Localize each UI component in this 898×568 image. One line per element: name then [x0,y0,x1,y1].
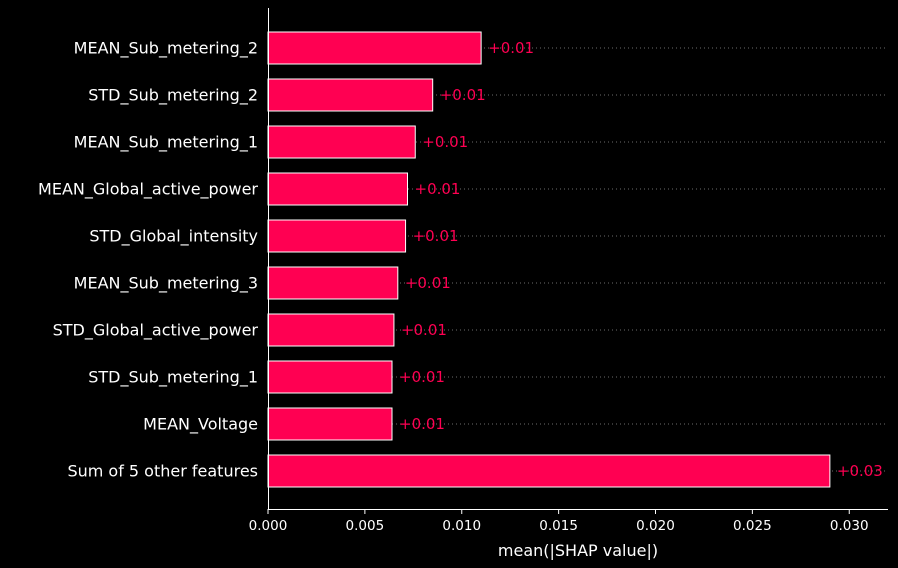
feature-label: Sum of 5 other features [67,462,258,481]
feature-labels-group: MEAN_Sub_metering_2 STD_Sub_metering_2 MEA… [38,39,258,481]
feature-label: MEAN_Sub_metering_1 [74,133,258,153]
feature-label: STD_Sub_metering_1 [88,368,258,388]
bar [267,125,416,159]
x-ticks-group: 0.000 0.005 0.010 0.015 0.020 0.025 0.030 [249,509,869,534]
feature-label: MEAN_Voltage [143,415,258,435]
bar [267,172,408,206]
bar [267,407,393,441]
bar [267,78,434,112]
bar-value-label: +0.01 [405,274,451,292]
bar-value-label: +0.01 [399,415,445,433]
x-tick-label: 0.020 [636,518,675,534]
axes-group: 0.000 0.005 0.010 0.015 0.020 0.025 0.030 mean… [249,8,888,560]
feature-label: MEAN_Global_active_power [38,180,258,200]
feature-label: STD_Global_active_power [53,321,259,341]
x-tick-label: 0.030 [830,518,869,534]
bar-value-label: +0.01 [415,180,461,198]
x-tick-label: 0.010 [442,518,481,534]
bar [267,454,831,488]
value-labels-group: +0.01 +0.01 +0.01 +0.01 +0.01 +0.01 +0.01 +0.01… [399,39,883,480]
bar-value-label: +0.01 [413,227,459,245]
bar-value-label: +0.01 [422,133,468,151]
feature-label: MEAN_Sub_metering_3 [74,274,258,294]
bar-value-label: +0.01 [401,321,447,339]
x-tick-label: 0.000 [249,518,288,534]
bar [267,360,393,394]
bar [267,219,407,253]
feature-label: STD_Global_intensity [89,227,258,247]
bar [267,31,482,65]
x-tick-label: 0.005 [346,518,385,534]
feature-label: MEAN_Sub_metering_2 [74,39,258,59]
feature-label: STD_Sub_metering_2 [88,86,258,106]
bar-value-label: +0.01 [440,86,486,104]
bar [267,266,399,300]
bar-value-label: +0.03 [837,462,883,480]
x-axis-title: mean(|SHAP value|) [498,541,658,560]
bar [267,313,395,347]
bar-value-label: +0.01 [399,368,445,386]
bar-value-label: +0.01 [488,39,534,57]
x-tick-label: 0.015 [539,518,578,534]
x-tick-label: 0.025 [733,518,772,534]
bars-group [267,31,831,488]
